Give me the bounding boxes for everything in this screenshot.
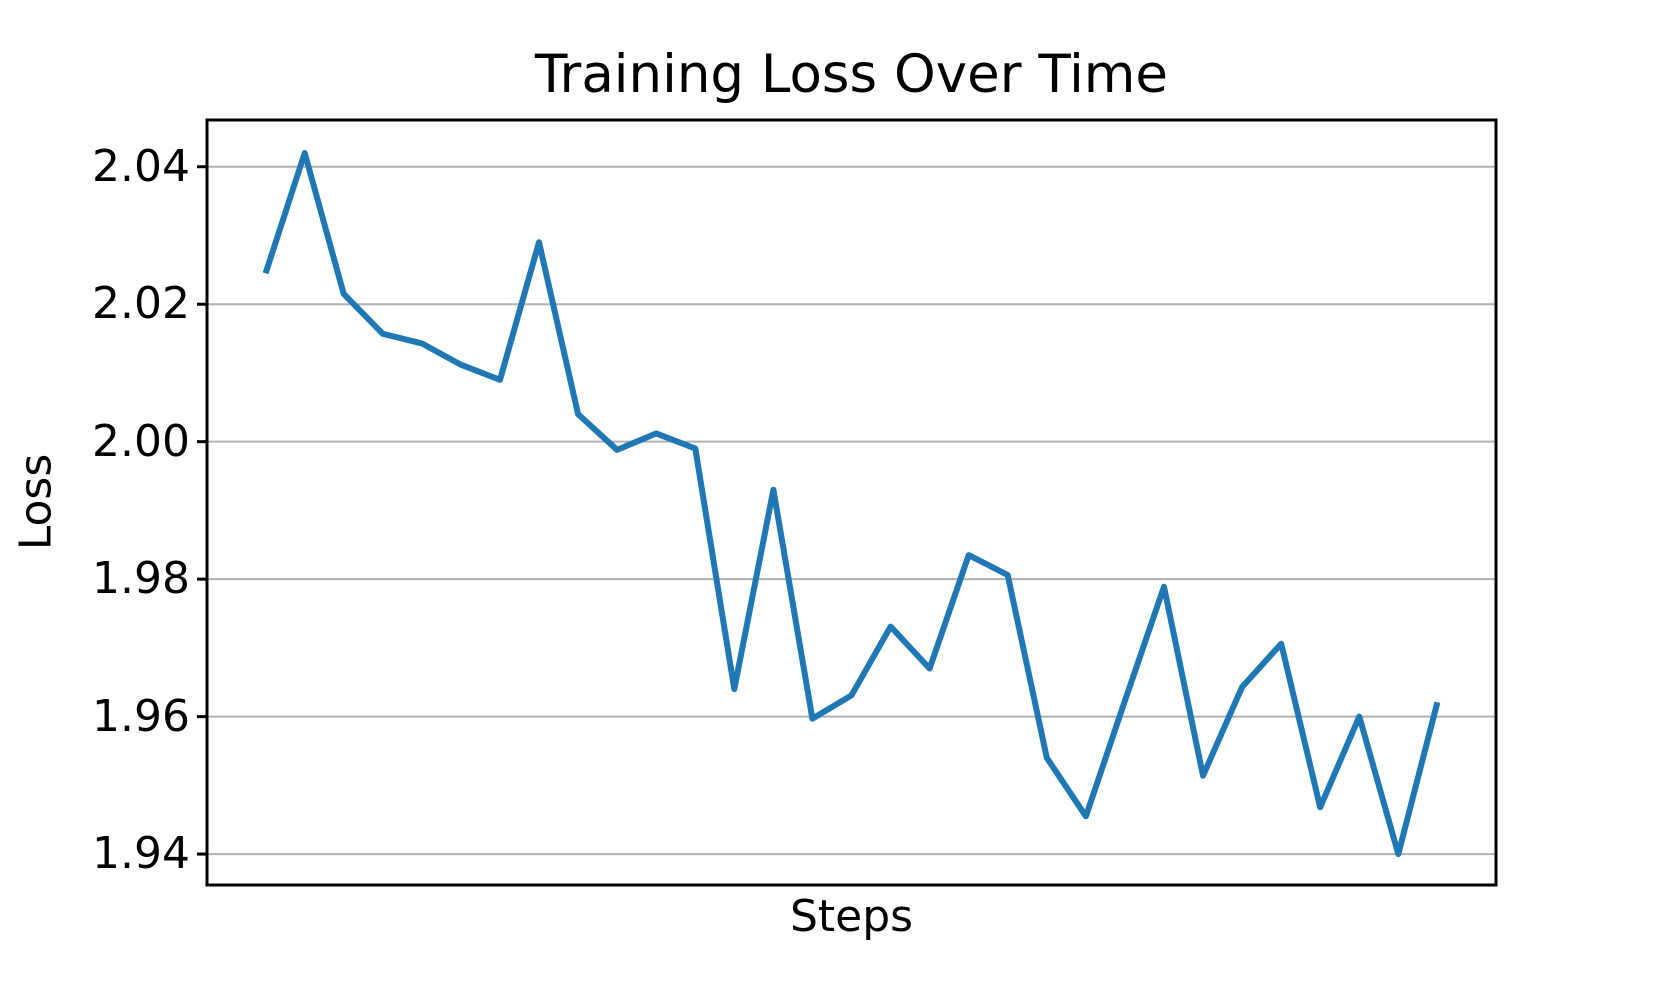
chart-title: Training Loss Over Time (534, 44, 1169, 105)
y-tick-label: 2.00 (92, 415, 190, 467)
y-tick-label: 1.94 (92, 828, 190, 880)
y-tick-labels: 1.94 1.96 1.98 2.00 2.02 2.04 (0, 0, 190, 997)
y-tick-label: 1.96 (92, 690, 190, 742)
y-tick-label: 1.98 (92, 553, 190, 605)
y-tick-label: 2.04 (92, 140, 190, 192)
axes-spines (205, 118, 1498, 887)
y-tick-label: 2.02 (92, 278, 190, 330)
x-axis-label: Steps (789, 891, 914, 942)
loss-line (262, 150, 1441, 858)
